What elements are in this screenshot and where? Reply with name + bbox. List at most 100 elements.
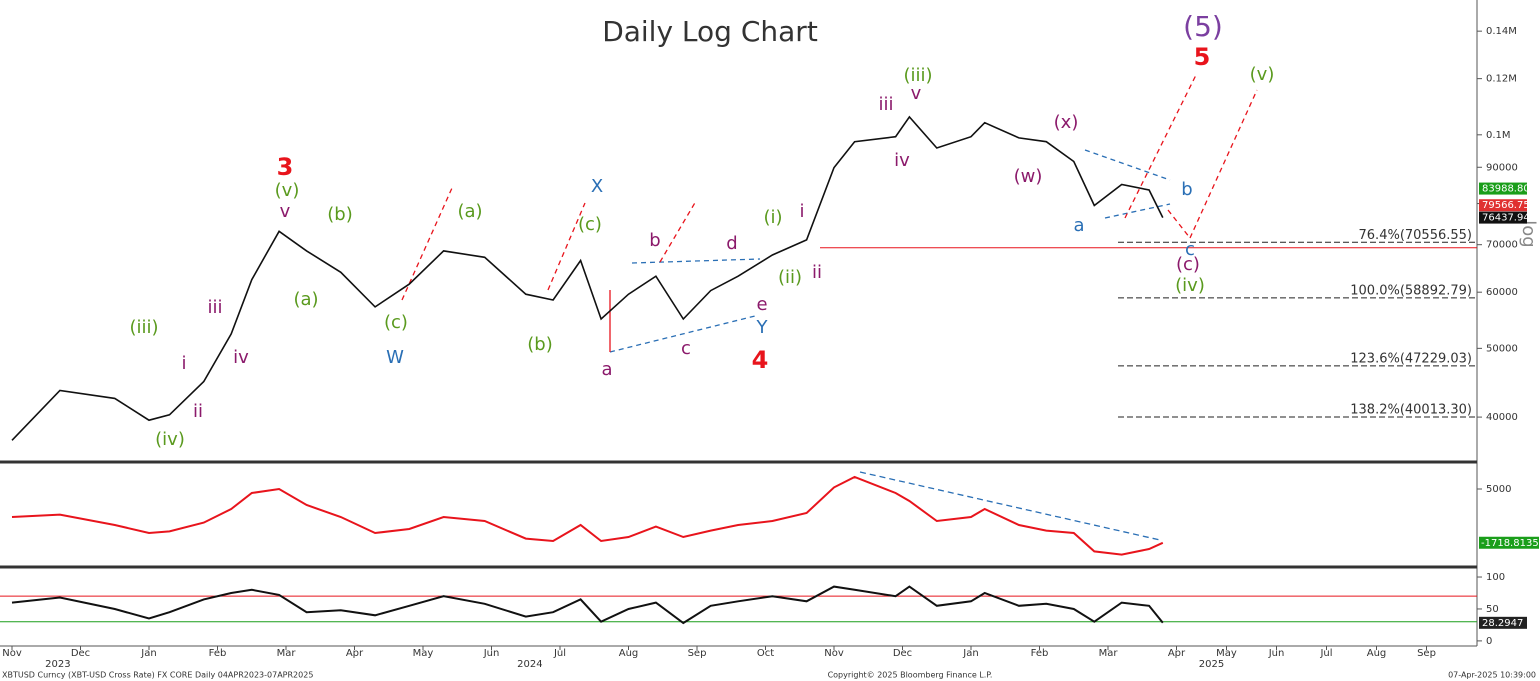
y-tick-label: 90000	[1486, 162, 1518, 173]
y-tick-label: 60000	[1486, 287, 1518, 298]
price-line	[11, 115, 1164, 441]
wave-label: (c)	[384, 312, 408, 333]
x-tick-label: Apr	[346, 648, 364, 659]
wave-label: d	[726, 233, 737, 254]
y-tick-label: 5000	[1486, 484, 1511, 495]
wave-label: v	[280, 201, 291, 222]
x-tick-label: Jun	[483, 648, 500, 659]
x-tick-label: Sep	[1417, 648, 1436, 659]
wave-label: e	[756, 294, 767, 315]
wave-label: (v)	[1250, 64, 1275, 85]
x-tick-label: Apr	[1168, 648, 1186, 659]
wave-label: c	[681, 338, 691, 359]
wave-label: Y	[756, 317, 769, 338]
wave-label: 4	[752, 346, 769, 374]
y-tick-label: 40000	[1486, 412, 1518, 423]
wave-label: i	[799, 201, 804, 222]
wave-label: (i)	[763, 207, 782, 228]
x-tick-label: Jun	[1268, 648, 1285, 659]
x-tick-label: May	[413, 648, 434, 659]
y-tick-label: 50	[1486, 604, 1499, 615]
x-tick-label: Jul	[553, 648, 566, 659]
wave-label: (iii)	[903, 65, 932, 86]
wave-label: (iii)	[129, 317, 158, 338]
macd-value-label: -1718.8135	[1481, 538, 1539, 549]
wave-label: (ii)	[778, 267, 802, 288]
footer-left: XBTUSD Curncy (XBT-USD Cross Rate) FX CO…	[2, 671, 313, 680]
y-tick-label: 0.1M	[1486, 130, 1511, 141]
x-tick-label: Mar	[277, 648, 297, 659]
fib-label: 100.0%(58892.79)	[1350, 283, 1472, 298]
price-box	[1479, 211, 1527, 224]
x-tick-label: May	[1216, 648, 1237, 659]
year-label: 2023	[45, 659, 70, 670]
y-tick-label: 100	[1486, 572, 1505, 583]
wave-label: (c)	[578, 214, 602, 235]
y-tick-label: 0.14M	[1486, 26, 1517, 37]
wave-label: ii	[812, 262, 822, 283]
value-box	[1479, 536, 1539, 549]
wave-label: (b)	[327, 204, 352, 225]
wave-label: 5	[1194, 43, 1211, 71]
wave-label: (a)	[293, 289, 318, 310]
x-tick-label: Sep	[688, 648, 707, 659]
fib-label: 76.4%(70556.55)	[1359, 228, 1472, 243]
footer-right: 07-Apr-2025 10:39:00	[1448, 671, 1536, 680]
wave-label: c	[1185, 239, 1195, 260]
x-tick-label: Feb	[1031, 648, 1049, 659]
price-label: 76437.94	[1482, 213, 1530, 224]
trend-lines	[609, 149, 1171, 541]
wave-label: i	[181, 353, 186, 374]
y-tick-label: 70000	[1486, 240, 1518, 251]
x-tick-label: Nov	[2, 648, 22, 659]
wave-label: b	[649, 230, 660, 251]
x-tick-label: Nov	[824, 648, 844, 659]
price-box	[1479, 199, 1527, 212]
macd-line	[11, 475, 1164, 556]
wave-label: v	[911, 83, 922, 104]
wave-label: (5)	[1183, 10, 1223, 43]
wave-label: (iv)	[1175, 275, 1205, 296]
y-tick-label: 50000	[1486, 343, 1518, 354]
wave-label: iii	[878, 94, 893, 115]
projection-arrows	[401, 74, 1258, 301]
x-tick-label: Dec	[71, 648, 90, 659]
y-tick-label: 0.12M	[1486, 74, 1517, 85]
wave-label: a	[601, 359, 612, 380]
year-label: 2025	[1199, 659, 1224, 670]
price-label: 79566.75	[1482, 200, 1530, 211]
chart-title: Daily Log Chart	[602, 15, 818, 48]
x-tick-label: Jul	[1319, 648, 1332, 659]
wave-label: (a)	[457, 201, 482, 222]
wave-label: (v)	[275, 180, 300, 201]
wave-label: W	[386, 347, 404, 368]
wave-label: (x)	[1054, 112, 1079, 133]
footer-center: Copyright© 2025 Bloomberg Finance L.P.	[828, 671, 993, 680]
wave-label: a	[1073, 215, 1084, 236]
rsi-value-label: 28.2947	[1482, 618, 1523, 629]
x-tick-label: Aug	[619, 648, 639, 659]
wave-label: iv	[233, 347, 249, 368]
wave-label: (c)	[1176, 254, 1200, 275]
wave-label: (iv)	[155, 429, 185, 450]
y-tick-label: 0	[1486, 636, 1492, 647]
fib-label: 138.2%(40013.30)	[1350, 402, 1472, 417]
year-label: 2024	[517, 659, 542, 670]
wave-label: 3	[277, 153, 294, 181]
x-tick-label: Aug	[1367, 648, 1387, 659]
wave-label: (w)	[1014, 166, 1043, 187]
rsi-line	[11, 585, 1164, 625]
x-tick-label: Feb	[209, 648, 227, 659]
fib-label: 123.6%(47229.03)	[1350, 351, 1472, 366]
axis-label: log	[1518, 220, 1539, 247]
wave-label: iii	[207, 297, 222, 318]
x-tick-label: Oct	[757, 648, 774, 659]
wave-label: b	[1181, 179, 1192, 200]
wave-label: X	[591, 176, 603, 197]
wave-label: (b)	[527, 334, 552, 355]
x-tick-label: Dec	[893, 648, 912, 659]
wave-label: iv	[894, 150, 910, 171]
price-label: 83988.80	[1482, 184, 1530, 195]
